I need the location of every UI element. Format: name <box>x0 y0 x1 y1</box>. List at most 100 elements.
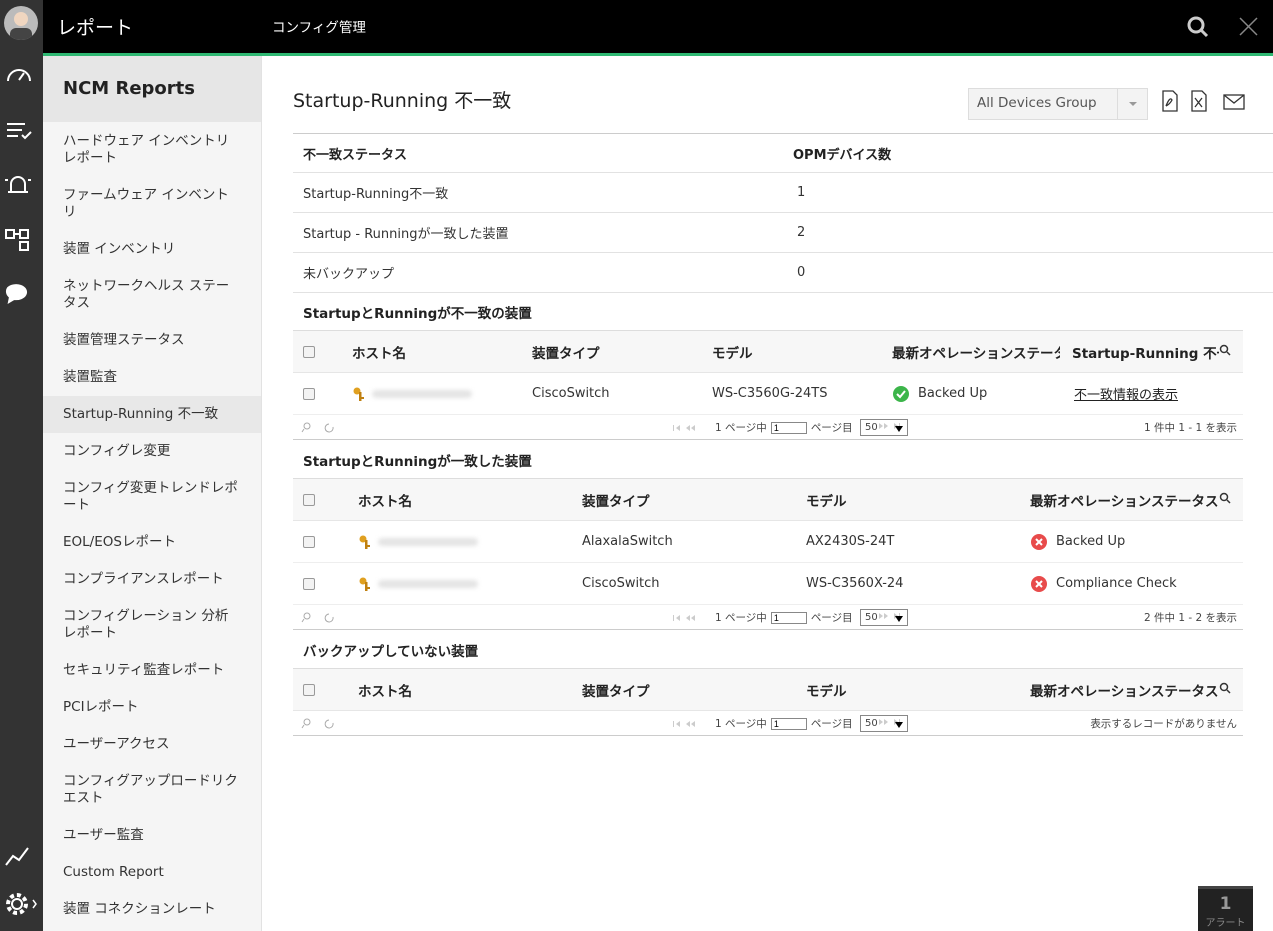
page-size-select[interactable]: 50 <box>860 419 908 436</box>
search-icon <box>1219 344 1231 356</box>
column-header: 最新オペレーションステータス <box>892 342 1072 362</box>
prev-buttons[interactable] <box>673 613 711 623</box>
summary-row: Startup - Runningが一致した装置 2 <box>293 213 1273 253</box>
device-sections: StartupとRunningが不一致の装置 ホスト名 装置タイプ モデル 最新オペレー… <box>293 292 1243 736</box>
pager-tool-icons[interactable] <box>301 611 341 623</box>
page-input[interactable] <box>770 421 807 434</box>
device-group-select[interactable]: All Devices Group <box>968 88 1148 120</box>
pager: 1 ページ中 ページ目 50 1 件中 1 - 1 を表示 <box>293 415 1243 440</box>
menu-item[interactable]: 装置 コネクションレート <box>63 901 216 917</box>
column-label[interactable]: ホスト名 <box>352 345 406 362</box>
close-icon[interactable] <box>1238 16 1260 38</box>
device-section: StartupとRunningが一致した装置 ホスト名 装置タイプ モデル 最新オペレー… <box>293 440 1243 630</box>
menu-item[interactable]: コンフィグレ変更 <box>63 443 171 459</box>
menu-item[interactable]: コンフィグ変更トレンドレポート <box>63 480 238 513</box>
alert-badge[interactable]: 1 アラート <box>1198 886 1253 931</box>
menu-item[interactable]: コンフィグレーション 分析レポート <box>63 608 229 641</box>
menu-item[interactable]: ネットワークヘルス ステータス <box>63 278 230 311</box>
menu-item[interactable]: ユーザーアクセス <box>63 736 170 752</box>
summary-cell: Startup - Runningが一致した装置 <box>303 227 509 242</box>
summary-table: 不一致ステータス OPMデバイス数 Startup-Running不一致 1 Start… <box>293 133 1273 293</box>
search-icon[interactable] <box>1186 15 1210 39</box>
page-count: 1 ページ中 <box>715 612 767 624</box>
column-label[interactable]: 最新オペレーションステータス <box>1030 493 1219 510</box>
menu-item[interactable]: PCIレポート <box>63 699 139 715</box>
page-nav: 1 ページ中 ページ目 <box>673 420 901 435</box>
accent-line <box>43 53 1273 56</box>
column-search[interactable] <box>1219 492 1231 508</box>
select-all-checkbox[interactable] <box>303 493 315 506</box>
row-checkbox[interactable] <box>303 577 315 590</box>
column-label[interactable]: Startup-Running 不一致 <box>1072 345 1219 362</box>
prev-buttons[interactable] <box>673 423 711 433</box>
device-group-value: All Devices Group <box>977 95 1097 111</box>
dropdown-arrow <box>1117 89 1147 119</box>
column-search[interactable] <box>1219 344 1231 360</box>
detail-link[interactable]: 不一致情報の表示 <box>1074 388 1179 403</box>
page-input[interactable] <box>770 611 807 624</box>
menu-item[interactable]: Custom Report <box>63 864 164 880</box>
column-header[interactable]: 不一致ステータス <box>303 147 408 163</box>
column-label[interactable]: モデル <box>806 493 847 510</box>
column-label[interactable]: 装置タイプ <box>582 493 650 510</box>
column-label[interactable]: ホスト名 <box>358 493 412 510</box>
column-label[interactable]: 最新オペレーションステータス <box>1030 683 1219 700</box>
top-bar: レポート コンフィグ管理 <box>43 0 1273 53</box>
arrow-icon <box>895 426 903 432</box>
sidebar-title: NCM Reports <box>43 56 261 122</box>
menu-item[interactable]: Startup-Running 不一致 <box>43 396 261 433</box>
sidebar: NCM Reports ハードウェア インベントリレポート ファームウェア インベ… <box>43 56 262 931</box>
column-label[interactable]: 装置タイプ <box>532 345 600 362</box>
pager-tool-icons[interactable] <box>301 717 341 729</box>
pager-tool-icons[interactable] <box>301 421 341 433</box>
column-label[interactable]: モデル <box>806 683 847 700</box>
row-checkbox[interactable] <box>303 535 315 548</box>
column-header: Startup-Running 不一致 <box>1072 342 1243 362</box>
status-ok-icon <box>893 385 909 402</box>
menu-item[interactable]: EOL/EOSレポート <box>63 534 176 550</box>
select-all-checkbox[interactable] <box>303 683 315 696</box>
menu-item[interactable]: ファームウェア インベントリ <box>63 187 229 220</box>
column-label[interactable]: ホスト名 <box>358 683 412 700</box>
module-tab[interactable]: コンフィグ管理 <box>272 20 366 36</box>
pager-info: 1 件中 1 - 1 を表示 <box>1143 422 1237 434</box>
column-header: OPMデバイス数 <box>793 147 892 163</box>
menu-item[interactable]: セキュリティ監査レポート <box>63 662 225 678</box>
export-icons[interactable] <box>1160 88 1250 114</box>
rail-icons <box>5 69 37 915</box>
page-suffix: ページ目 <box>810 718 853 730</box>
menu-item[interactable]: 装置 インベントリ <box>63 241 176 257</box>
menu-item[interactable]: コンフィグアップロードリクエスト <box>63 773 238 806</box>
arrow-icon <box>895 722 903 728</box>
summary-cell: 2 <box>797 225 806 240</box>
prev-buttons[interactable] <box>673 719 711 729</box>
summary-cell: 1 <box>797 185 806 200</box>
page-size-value: 50 <box>865 718 878 729</box>
menu-item[interactable]: ユーザー監査 <box>63 827 144 843</box>
pager: 1 ページ中 ページ目 50 2 件中 1 - 2 を表示 <box>293 605 1243 630</box>
status-cell: Backed Up <box>1030 533 1243 551</box>
menu-item[interactable]: コンプライアンスレポート <box>63 571 224 587</box>
menu-item[interactable]: ハードウェア インベントリレポート <box>63 133 230 166</box>
page-size-select[interactable]: 50 <box>860 715 908 732</box>
column-label[interactable]: 最新オペレーションステータス <box>892 345 1060 362</box>
page-suffix: ページ目 <box>810 612 853 624</box>
avatar[interactable] <box>4 6 38 40</box>
table-header: ホスト名 装置タイプ モデル 最新オペレーションステータス Startup-Runnin… <box>293 330 1243 373</box>
column-header: モデル <box>712 342 892 362</box>
menu-item[interactable]: 装置管理ステータス <box>63 332 185 348</box>
search-icon <box>1219 492 1231 504</box>
column-label[interactable]: 装置タイプ <box>582 683 650 700</box>
table-header: ホスト名 装置タイプ モデル 最新オペレーションステータス <box>293 668 1243 711</box>
page-input[interactable] <box>770 717 807 730</box>
row-checkbox[interactable] <box>303 387 315 400</box>
status-cell: Backed Up <box>892 385 1072 403</box>
column-header: モデル <box>806 680 1030 700</box>
page-size-select[interactable]: 50 <box>860 609 908 626</box>
select-all-checkbox[interactable] <box>303 345 315 358</box>
menu-item[interactable]: 装置監査 <box>63 369 117 385</box>
pager-info: 2 件中 1 - 2 を表示 <box>1143 612 1237 624</box>
column-label[interactable]: モデル <box>712 345 753 362</box>
avatar-image <box>10 12 32 40</box>
column-search[interactable] <box>1219 682 1231 698</box>
